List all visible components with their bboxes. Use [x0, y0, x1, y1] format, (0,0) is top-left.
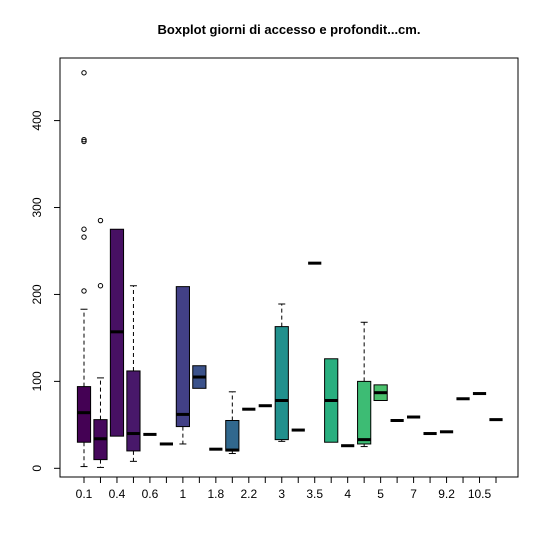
- outlier-point: [81, 138, 87, 145]
- outlier-point: [81, 288, 87, 294]
- x-tick-label: 0.4: [109, 487, 126, 501]
- box-4.5: [357, 380, 372, 445]
- outlier-point: [81, 137, 87, 143]
- x-tick-label: 1: [180, 487, 187, 501]
- x-tick-label: 0.6: [142, 487, 159, 501]
- x-tick-label: 3: [278, 487, 285, 501]
- y-tick-label: 0: [30, 465, 44, 472]
- y-tick-label: 200: [30, 284, 44, 304]
- chart-title: Boxplot giorni di accesso e profondit...…: [157, 22, 421, 37]
- y-tick-label: 100: [30, 371, 44, 391]
- y-tick-label: 400: [30, 110, 44, 130]
- x-tick-label: 1.8: [207, 487, 224, 501]
- outlier-point: [81, 70, 87, 76]
- outlier-point: [97, 283, 104, 289]
- box-1: [175, 286, 190, 428]
- x-tick-label: 4: [344, 487, 351, 501]
- box-0.1: [76, 386, 92, 443]
- outlier-point: [81, 234, 87, 240]
- x-tick-label: 5: [377, 487, 384, 501]
- x-tick-label: 2.2: [240, 487, 257, 501]
- outlier-point: [81, 226, 87, 232]
- outlier-point: [97, 217, 104, 224]
- box-0.5: [126, 370, 141, 452]
- x-tick-label: 3.5: [306, 487, 323, 501]
- x-tick-label: 10.5: [468, 487, 492, 501]
- box-2: [225, 419, 240, 452]
- x-tick-label: 7: [410, 487, 417, 501]
- y-tick-label: 300: [30, 197, 44, 217]
- box-3: [274, 326, 289, 441]
- x-tick-label: 9.2: [438, 487, 455, 501]
- x-tick-label: 0.1: [76, 487, 93, 501]
